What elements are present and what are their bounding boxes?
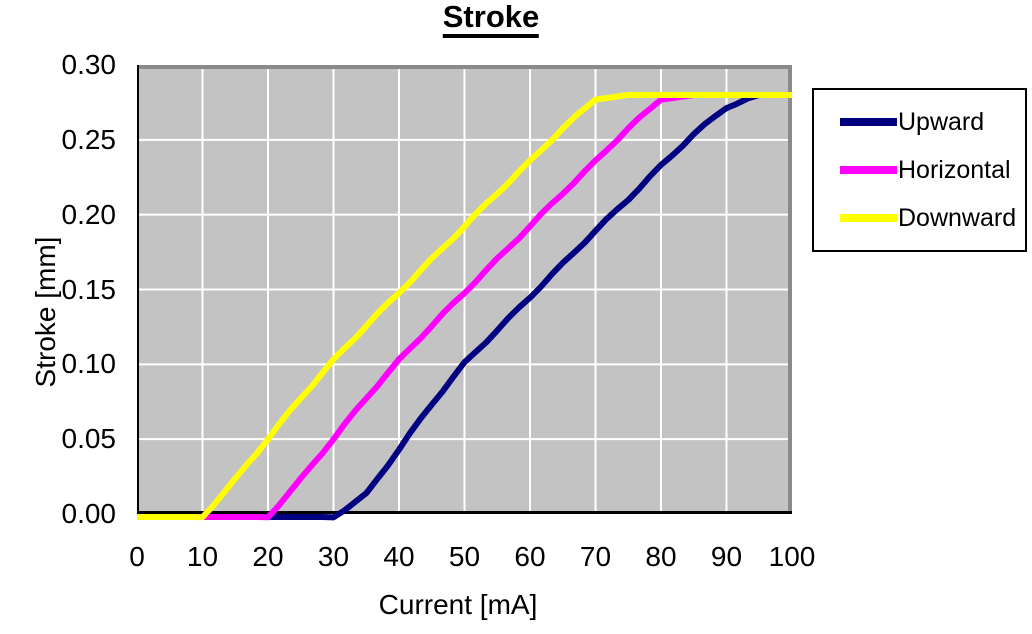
legend-swatch-downward	[840, 214, 897, 222]
x-axis-tick-label: 20	[252, 541, 284, 572]
x-axis-tick-label: 30	[317, 541, 350, 572]
y-axis-tick-label: 0.15	[61, 273, 117, 305]
chart-title: Stroke	[442, 1, 540, 38]
y-axis-tick-label: 0.00	[61, 498, 117, 529]
x-axis-tick-label: 90	[710, 541, 743, 572]
x-axis-tick-label: 0	[129, 541, 145, 572]
x-axis-tick-label: 100	[768, 541, 816, 572]
legend-label-horizontal: Horizontal	[898, 156, 1011, 184]
legend-item-upward: Upward	[840, 109, 1025, 135]
x-axis-tick-label: 60	[514, 541, 546, 572]
legend-item-horizontal: Horizontal	[840, 157, 1025, 183]
x-axis-tick-label: 40	[383, 541, 415, 572]
y-axis-tick-label: 0.05	[61, 423, 117, 455]
x-axis-tick-label: 80	[645, 541, 677, 572]
x-axis-title: Current [mA]	[378, 589, 538, 620]
x-axis-tick-label: 50	[448, 541, 481, 572]
x-axis-tick-label: 70	[579, 541, 612, 572]
y-axis-tick-label: 0.30	[61, 49, 117, 80]
legend-label-upward: Upward	[898, 108, 985, 136]
x-axis-line	[137, 511, 792, 514]
plot-area	[137, 65, 792, 521]
x-axis-tick-label: 10	[186, 541, 219, 572]
y-axis-title: Stroke [mm]	[30, 236, 61, 388]
plot-border-right	[788, 65, 792, 514]
legend: Upward Horizontal Downward	[812, 88, 1027, 252]
y-axis-tick-label: 0.20	[61, 198, 117, 230]
y-axis-line	[137, 65, 139, 514]
y-axis-tick-label: 0.25	[61, 123, 117, 155]
legend-swatch-upward	[840, 118, 897, 126]
legend-item-downward: Downward	[840, 205, 1025, 231]
series-line-downward	[137, 92, 792, 521]
legend-label-downward: Downward	[898, 204, 1017, 232]
legend-swatch-horizontal	[840, 166, 897, 174]
y-axis-tick-label: 0.10	[61, 348, 117, 380]
plot-border-top	[137, 65, 792, 69]
